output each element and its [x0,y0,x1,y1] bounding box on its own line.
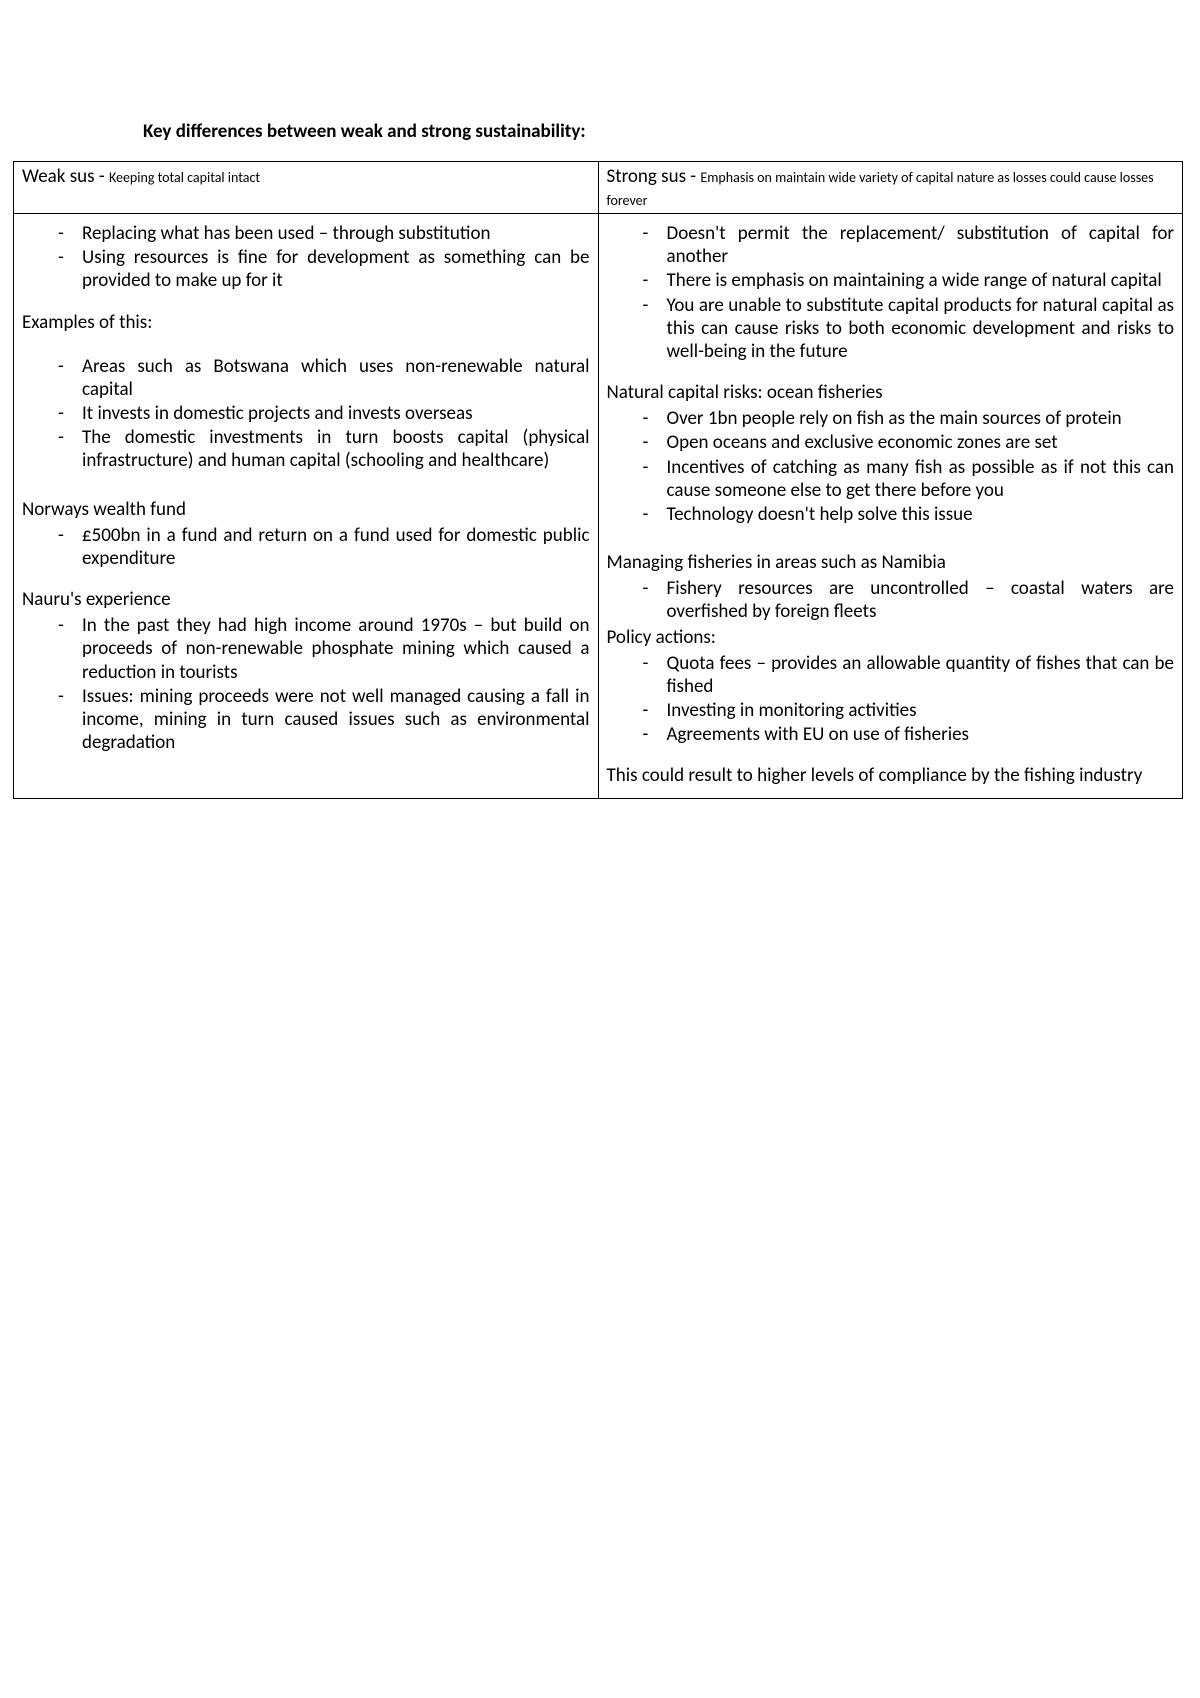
list-item: Doesn't permit the replacement/ substitu… [607,222,1175,268]
header-right-title: Strong sus - [607,165,701,188]
strong-intro-bullets: Doesn't permit the replacement/ substitu… [607,222,1175,363]
list-item: There is emphasis on maintaining a wide … [607,269,1175,292]
strong-sus-content: Doesn't permit the replacement/ substitu… [607,222,1175,788]
list-item: It invests in domestic projects and inve… [22,402,590,425]
weak-section2-title: Norways wealth fund [22,498,590,521]
cell-strong-sus: Doesn't permit the replacement/ substitu… [598,214,1183,799]
table-header-row: Weak sus - Keeping total capital intact … [14,162,1183,214]
list-item: Technology doesn't help solve this issue [607,503,1175,526]
weak-section1-title: Examples of this: [22,311,590,334]
weak-section3-title: Nauru's experience [22,588,590,611]
comparison-table: Weak sus - Keeping total capital intact … [13,161,1183,799]
list-item: You are unable to substitute capital pro… [607,294,1175,364]
list-item: Using resources is fine for development … [22,246,590,292]
page-title: Key differences between weak and strong … [143,120,1200,143]
weak-sus-content: Replacing what has been used – through s… [22,222,590,754]
list-item: Investing in monitoring activities [607,699,1175,722]
list-item: Replacing what has been used – through s… [22,222,590,245]
strong-section2-bullets: Fishery resources are uncontrolled – coa… [607,577,1175,623]
list-item: Quota fees – provides an allowable quant… [607,652,1175,698]
header-strong-sus: Strong sus - Emphasis on maintain wide v… [598,162,1183,214]
header-left-subtitle: Keeping total capital intact [109,169,260,186]
list-item: £500bn in a fund and return on a fund us… [22,524,590,570]
strong-closing-para: This could result to higher levels of co… [607,764,1175,787]
list-item: Agreements with EU on use of fisheries [607,723,1175,746]
list-item: In the past they had high income around … [22,614,590,684]
strong-section2-title: Managing fisheries in areas such as Nami… [607,551,1175,574]
strong-section1-bullets: Over 1bn people rely on fish as the main… [607,407,1175,526]
list-item: Incentives of catching as many fish as p… [607,456,1175,502]
list-item: Fishery resources are uncontrolled – coa… [607,577,1175,623]
weak-section1-bullets: Areas such as Botswana which uses non-re… [22,355,590,473]
strong-section3-bullets: Quota fees – provides an allowable quant… [607,652,1175,747]
strong-section1-title: Natural capital risks: ocean fisheries [607,381,1175,404]
list-item: Over 1bn people rely on fish as the main… [607,407,1175,430]
list-item: Open oceans and exclusive economic zones… [607,431,1175,454]
list-item: Issues: mining proceeds were not well ma… [22,685,590,755]
table-body-row: Replacing what has been used – through s… [14,214,1183,799]
list-item: Areas such as Botswana which uses non-re… [22,355,590,401]
weak-section2-bullets: £500bn in a fund and return on a fund us… [22,524,590,570]
document-page: Key differences between weak and strong … [0,0,1200,799]
header-weak-sus: Weak sus - Keeping total capital intact [14,162,599,214]
header-left-title: Weak sus - [22,165,109,188]
cell-weak-sus: Replacing what has been used – through s… [14,214,599,799]
strong-section3-title: Policy actions: [607,626,1175,649]
list-item: The domestic investments in turn boosts … [22,426,590,472]
weak-intro-bullets: Replacing what has been used – through s… [22,222,590,293]
weak-section3-bullets: In the past they had high income around … [22,614,590,754]
